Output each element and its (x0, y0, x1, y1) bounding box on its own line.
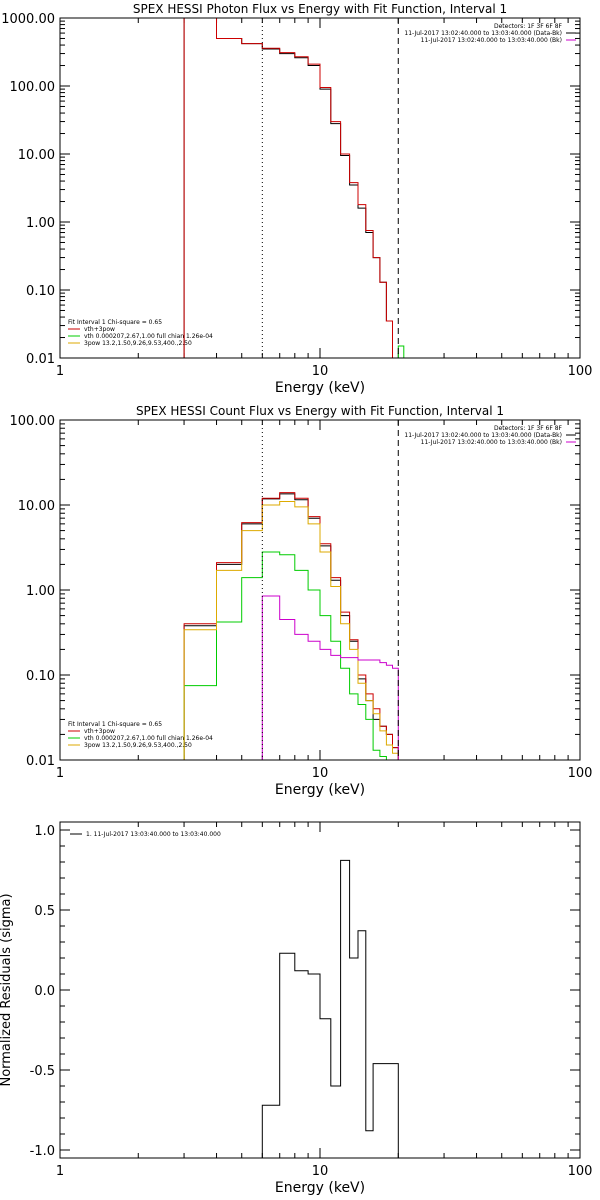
series-line-3 (183, 551, 404, 760)
y-tick-label: 10.00 (18, 148, 55, 163)
fit-legend-entry: vth 0.000207,2.67,1.00 full chian 1.26e-… (84, 735, 213, 742)
y-tick-label: -0.5 (30, 1064, 55, 1079)
x-tick-label: 100 (568, 1164, 593, 1179)
fit-legend-header: Fit Interval 1 Chi-square = 0.65 (68, 721, 162, 728)
y-tick-label: 0.01 (26, 352, 55, 367)
legend-entry: 1. 11-Jul-2017 13:03:40.000 to 13:03:40.… (86, 831, 221, 838)
fit-legend-entry: vth 0.000207,2.67,1.00 full chian 1.26e-… (84, 333, 213, 340)
info-text: 11-Jul-2017 13:02:40.000 to 13:03:40.000… (421, 37, 562, 44)
info-text: Detectors: 1F 3F 6F 8F (494, 23, 563, 30)
x-tick-label: 1 (56, 364, 64, 379)
series-line-4 (183, 501, 404, 760)
x-tick-label: 10 (312, 766, 329, 781)
y-tick-label: 0.01 (26, 754, 55, 769)
x-tick-label: 10 (312, 364, 329, 379)
fit-legend-entry: vth+3pow (84, 326, 115, 333)
chart-title: SPEX HESSI Count Flux vs Energy with Fit… (136, 404, 504, 418)
x-tick-label: 1 (56, 766, 64, 781)
y-tick-label: 1.0 (34, 824, 55, 839)
plot-frame (59, 17, 581, 359)
y-axis-label: Normalized Residuals (sigma) (0, 893, 14, 1086)
chart-panel-2: SPEX HESSI Count Flux vs Energy with Fit… (10, 404, 593, 798)
chart-panel-1: SPEX HESSI Photon Flux vs Energy with Fi… (1, 2, 592, 396)
x-axis-label: Energy (keV) (275, 1180, 365, 1196)
series-line-2 (183, 18, 424, 358)
y-tick-label: 0.10 (26, 669, 55, 684)
fit-legend-entry: 3pow 13.2,1.50,9.26,9.53,400.,2.50 (84, 742, 192, 749)
x-tick-label: 10 (312, 1164, 329, 1179)
plot-frame (59, 419, 581, 761)
x-tick-label: 1 (56, 1164, 64, 1179)
series-line-1 (261, 859, 399, 1158)
fit-legend-entry: 3pow 13.2,1.50,9.26,9.53,400.,2.50 (84, 340, 192, 347)
y-tick-label: 1.00 (26, 216, 55, 231)
info-text: Detectors: 1F 3F 6F 8F (494, 425, 563, 432)
y-tick-label: 1.00 (26, 584, 55, 599)
series-group (183, 18, 424, 358)
y-tick-label: 0.10 (26, 284, 55, 299)
y-tick-label: 100.00 (10, 80, 56, 95)
x-axis-label: Energy (keV) (275, 782, 365, 798)
info-text: 11-Jul-2017 13:02:40.000 to 13:03:40.000… (404, 432, 562, 439)
plot-frame (59, 821, 581, 1159)
y-tick-label: -1.0 (30, 1144, 55, 1159)
series-line-1 (183, 18, 424, 358)
x-tick-label: 100 (568, 766, 593, 781)
y-tick-label: 10.00 (18, 499, 55, 514)
chart-panel-3: 1 10 100 -1.0 -0.5 0.0 0.5 1.0 Energy (keV) Norma… (0, 821, 593, 1196)
series-line-1 (183, 493, 404, 760)
x-axis-label: Energy (keV) (275, 380, 365, 396)
y-tick-label: 0.5 (34, 904, 55, 919)
info-text: 11-Jul-2017 13:02:40.000 to 13:03:40.000… (421, 439, 562, 446)
series-group (183, 492, 404, 760)
chart-title: SPEX HESSI Photon Flux vs Energy with Fi… (133, 2, 507, 16)
series-line-5 (184, 595, 404, 760)
fit-legend-header: Fit Interval 1 Chi-square = 0.65 (68, 319, 162, 326)
x-tick-label: 100 (568, 364, 593, 379)
y-tick-label: 0.0 (34, 984, 55, 999)
info-text: 11-Jul-2017 13:02:40.000 to 13:03:40.000… (404, 30, 562, 37)
y-tick-label: 1000.00 (1, 12, 55, 27)
series-line-3 (184, 345, 424, 358)
series-group (261, 859, 399, 1158)
y-tick-label: 100.00 (10, 414, 56, 429)
fit-legend-entry: vth+3pow (84, 728, 115, 735)
